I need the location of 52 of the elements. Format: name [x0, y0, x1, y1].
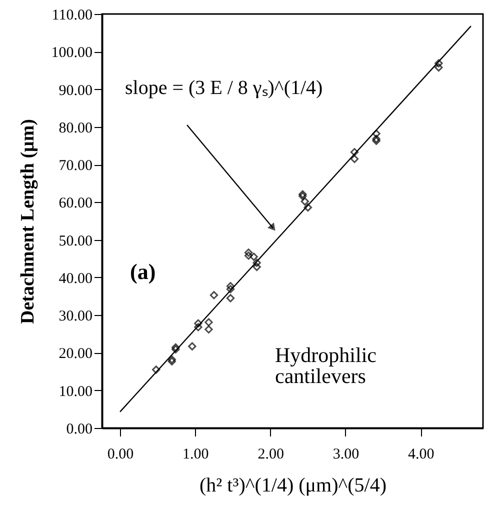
y-tick-label: 50.00	[58, 233, 92, 250]
point	[434, 59, 443, 68]
point	[210, 291, 218, 300]
y-tick-label: 70.00	[58, 158, 92, 174]
point	[204, 325, 213, 334]
x-tick-label: 2.00	[258, 446, 284, 462]
x-tick-label: 1.00	[182, 446, 209, 462]
y-tick-label: 20.00	[58, 346, 92, 362]
y-tick-label: 80.00	[58, 120, 92, 136]
point	[152, 366, 160, 374]
point	[350, 154, 359, 164]
point	[168, 357, 176, 366]
point	[244, 248, 253, 257]
point	[252, 262, 261, 272]
y-tick-label: 110.00	[52, 8, 92, 24]
point	[244, 252, 253, 260]
y-tick-label: 100.00	[51, 45, 92, 62]
x-axis-title: (h² t³)^(1/4) (μm)^(5/4)	[200, 474, 386, 496]
y-tick-label: 60.00	[58, 196, 92, 212]
point	[226, 285, 235, 294]
point	[204, 318, 213, 326]
point	[298, 190, 307, 198]
x-tick-label: 0.00	[107, 446, 134, 462]
point	[372, 134, 380, 144]
point	[168, 355, 176, 364]
y-tick-label: 30.00	[58, 308, 92, 325]
point	[252, 258, 261, 267]
y-axis-title: Detachment Length (μm)	[17, 119, 38, 324]
y-tick-label: 40.00	[58, 270, 92, 287]
point	[194, 323, 202, 332]
point	[304, 203, 312, 212]
y-tick-label: 90.00	[58, 82, 92, 99]
annotation: Hydrophilic cantilevers	[275, 343, 376, 388]
x-tick-label: 3.00	[332, 446, 360, 462]
point	[250, 252, 258, 261]
point	[188, 342, 196, 350]
annotation: (a)	[130, 259, 156, 284]
point	[300, 197, 310, 206]
point	[172, 343, 180, 352]
point	[298, 192, 307, 200]
point	[434, 63, 443, 72]
point	[372, 136, 380, 145]
annotation: slope = (3 E / 8 γₛ)^(1/4)	[125, 77, 323, 99]
point	[350, 148, 359, 156]
point	[372, 130, 380, 138]
y-tick-label: 0.00	[66, 422, 92, 438]
point	[194, 319, 202, 328]
point	[226, 282, 235, 290]
point	[172, 345, 180, 354]
x-tick-label: 4.00	[408, 446, 434, 462]
y-tick-label: 10.00	[58, 384, 92, 400]
point	[226, 294, 235, 302]
